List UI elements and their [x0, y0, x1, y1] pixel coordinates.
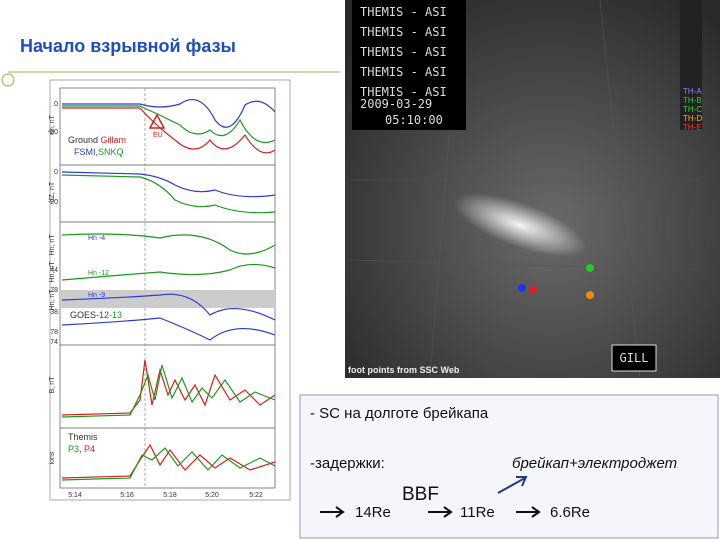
notes-box: [299, 394, 719, 539]
y-axis-label: Hn, nT: [49, 289, 56, 311]
y-axis-label: Hn, nT: [49, 261, 56, 283]
note: брейкап+электроджет: [512, 455, 677, 472]
probe-box: [680, 0, 702, 130]
legend-item: Ground: [68, 135, 98, 145]
distance: 6.6Re: [550, 504, 590, 521]
y-tick-label: 0: [54, 169, 58, 176]
x-tick-label: 5:22: [249, 492, 263, 499]
arrow: [497, 476, 528, 494]
asi-header: THEMIS - ASI: [360, 5, 447, 19]
footpoint: [518, 284, 526, 292]
legend-item: 12: [99, 310, 109, 320]
plot-labels: dh, nT dZ, nT Hn, nT Hn, nT Hn, nT B, nT ions 0…: [48, 101, 263, 499]
y-tick-label: 74: [50, 339, 58, 346]
map-grid: [349, 0, 701, 379]
station-box: [611, 344, 657, 372]
asi-header: THEMIS - ASI: [360, 45, 447, 59]
curve: [61, 359, 276, 416]
probe-label: TH-E: [683, 123, 702, 132]
y-tick-label: -20: [48, 199, 58, 206]
curve: [61, 174, 276, 214]
distance: 11Re: [460, 504, 495, 521]
y-tick-label: 44: [50, 267, 58, 274]
distance: 14Re: [355, 504, 391, 521]
probe-label: TH-A: [683, 87, 702, 96]
asi-header: THEMIS - ASI: [360, 65, 447, 79]
x-tick-label: 5:14: [68, 492, 82, 499]
footpoint: [529, 286, 537, 294]
asi-label-box: [352, 0, 466, 130]
curve: [61, 317, 276, 341]
onset-label: EU: [153, 132, 163, 139]
rule-dot: [1, 73, 15, 87]
shade: [60, 290, 275, 308]
x-tick-label: 5:18: [163, 492, 177, 499]
y-tick-label: 38: [50, 309, 58, 316]
y-axis-label: B, nT: [49, 376, 56, 393]
y-tick-label: 0: [54, 101, 58, 108]
note: - SC на долготе брейкапа: [310, 405, 489, 422]
curve: [61, 233, 276, 255]
legend: FSMI,SNKQ: [74, 147, 124, 157]
curve: [61, 364, 276, 418]
onset-marker: [148, 113, 166, 129]
x-tick-label: 5:20: [205, 492, 219, 499]
footpoint: [586, 264, 594, 272]
asi-header: THEMIS - ASI: [360, 25, 447, 39]
footpoint: [586, 291, 594, 299]
legend-item: GOES-: [70, 310, 99, 320]
aurora: [453, 193, 587, 257]
slide-title: Начало взрывной фазы: [20, 36, 236, 56]
curve: [61, 171, 276, 198]
curve: [62, 99, 276, 128]
legend-item: -13: [109, 310, 122, 320]
y-tick-label: 78: [50, 329, 58, 336]
plot-panels: [59, 87, 276, 489]
asi-date: 2009-03-29: [360, 97, 432, 111]
arrow: [428, 506, 453, 518]
note: -задержки:: [310, 455, 385, 472]
station: GILL: [620, 351, 649, 365]
legend: P3, P4: [68, 444, 95, 454]
y-tick-label: -20: [48, 129, 58, 136]
asi-header: THEMIS - ASI: [360, 85, 447, 99]
legend-item: SNKQ: [98, 147, 124, 157]
y-axis-label: dh, nT: [49, 114, 56, 135]
series-label: Hn -9: [88, 292, 105, 299]
y-axis-label: Hn, nT: [49, 234, 56, 256]
series-label: Hn -12: [88, 270, 109, 277]
y-tick-label: 78: [50, 287, 58, 294]
legend-item: P3: [68, 444, 79, 454]
probe-label: TH-D: [683, 114, 702, 123]
curve: [62, 105, 276, 144]
curve: [61, 293, 276, 321]
legend: Themis: [68, 432, 98, 442]
bbf-label: BBF: [402, 484, 439, 505]
probe-label: TH-B: [683, 96, 702, 105]
curves: [61, 99, 276, 481]
arrow: [516, 506, 541, 518]
plot-box: [59, 87, 276, 489]
curve: [61, 263, 276, 281]
arrows: [320, 476, 541, 518]
legend: Ground Gillam: [68, 135, 126, 145]
legend-item: Gillam: [101, 135, 127, 145]
y-axis-label: dZ, nT: [49, 181, 56, 202]
legend: GOES-12-13: [70, 310, 122, 320]
arrow: [320, 506, 345, 518]
asi-time: 05:10:00: [385, 113, 443, 127]
asi-footer: foot points from SSC Web: [348, 365, 460, 375]
y-axis-label: ions: [49, 451, 56, 464]
legend-item: FSMI: [74, 147, 96, 157]
series-label: Hn -4: [88, 235, 105, 242]
asi-labels: THEMIS - ASI THEMIS - ASI THEMIS - ASI THEM…: [360, 5, 702, 132]
probe-label: TH-C: [683, 105, 702, 114]
curve: [61, 447, 276, 481]
x-tick-label: 5:16: [120, 492, 134, 499]
legend-item: P4: [84, 444, 95, 454]
